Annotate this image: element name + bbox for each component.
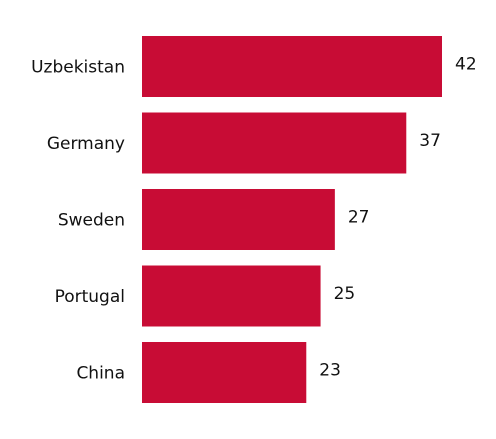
category-label: China bbox=[76, 364, 125, 384]
bar bbox=[142, 36, 442, 97]
value-label: 25 bbox=[334, 284, 356, 304]
value-label: 27 bbox=[348, 208, 370, 228]
bar bbox=[142, 342, 307, 403]
value-label: 37 bbox=[419, 131, 441, 151]
bar bbox=[142, 189, 335, 250]
category-label: Uzbekistan bbox=[31, 58, 125, 78]
bar bbox=[142, 112, 407, 174]
value-label: 23 bbox=[319, 361, 341, 381]
value-label: 42 bbox=[455, 55, 477, 75]
category-label: Sweden bbox=[58, 211, 125, 231]
category-label: Portugal bbox=[55, 287, 125, 307]
bar bbox=[142, 265, 321, 327]
category-label: Germany bbox=[47, 134, 125, 154]
